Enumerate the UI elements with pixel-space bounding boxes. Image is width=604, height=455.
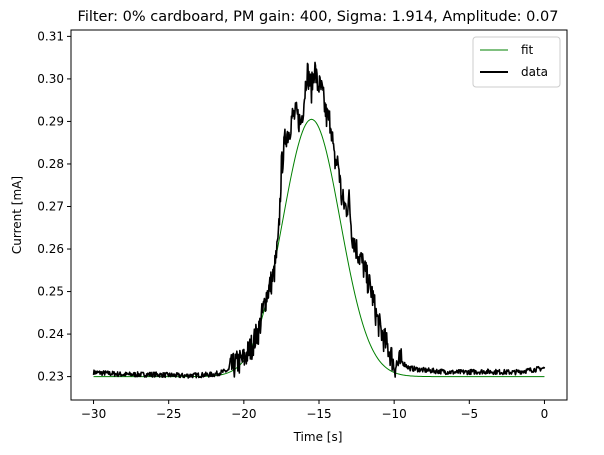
y-tick-label: 0.30 [37, 72, 64, 86]
legend: fit data [472, 36, 561, 88]
y-tick-label: 0.25 [37, 285, 64, 299]
y-axis: 0.23 0.24 0.25 0.26 0.27 0.28 0.29 0.30 0.31 [37, 29, 71, 384]
chart-title: Filter: 0% cardboard, PM gain: 400, Sigm… [78, 9, 559, 25]
x-axis: −30 −25 −20 −15 −10 −5 0 [81, 400, 548, 421]
x-tick-label: −30 [81, 407, 106, 421]
x-tick-label: −25 [156, 407, 181, 421]
x-tick-label: −20 [231, 407, 256, 421]
series-fit-line [93, 118, 545, 378]
x-tick-label: −10 [381, 407, 406, 421]
series-data-line [92, 61, 546, 379]
x-tick-label: −15 [306, 407, 331, 421]
y-tick-label: 0.27 [37, 199, 64, 213]
y-tick-label: 0.29 [37, 114, 64, 128]
y-tick-label: 0.24 [37, 327, 64, 341]
y-tick-label: 0.31 [37, 29, 64, 43]
y-tick-label: 0.23 [37, 370, 64, 384]
legend-label-data: data [521, 65, 548, 79]
x-tick-label: −5 [460, 407, 478, 421]
y-axis-label: Current [mA] [10, 176, 24, 254]
x-axis-label: Time [s] [293, 430, 343, 444]
x-tick-label: 0 [541, 407, 549, 421]
y-tick-label: 0.26 [37, 242, 64, 256]
legend-label-fit: fit [521, 43, 534, 57]
plot-area [92, 61, 546, 379]
y-tick-label: 0.28 [37, 157, 64, 171]
legend-box [472, 36, 561, 88]
